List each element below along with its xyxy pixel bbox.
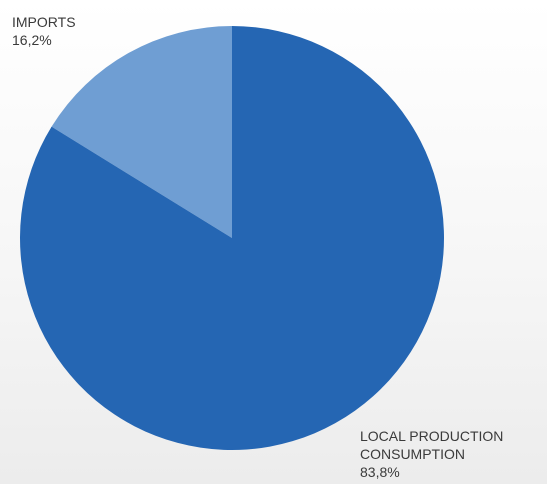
pie-slice-0 xyxy=(51,25,233,238)
slice-label-imports: IMPORTS 16,2% xyxy=(12,13,76,49)
slice-label-local-production-value: 83,8% xyxy=(360,464,400,480)
slice-label-imports-value: 16,2% xyxy=(12,32,52,48)
slice-label-local-production: LOCAL PRODUCTION CONSUMPTION 83,8% xyxy=(360,427,503,481)
slice-label-local-production-name-line2: CONSUMPTION xyxy=(360,446,465,462)
pie-slices xyxy=(19,25,444,450)
pie-slice-1 xyxy=(19,26,444,450)
slice-label-imports-name: IMPORTS xyxy=(12,14,76,30)
slice-label-local-production-name-line1: LOCAL PRODUCTION xyxy=(360,428,504,444)
